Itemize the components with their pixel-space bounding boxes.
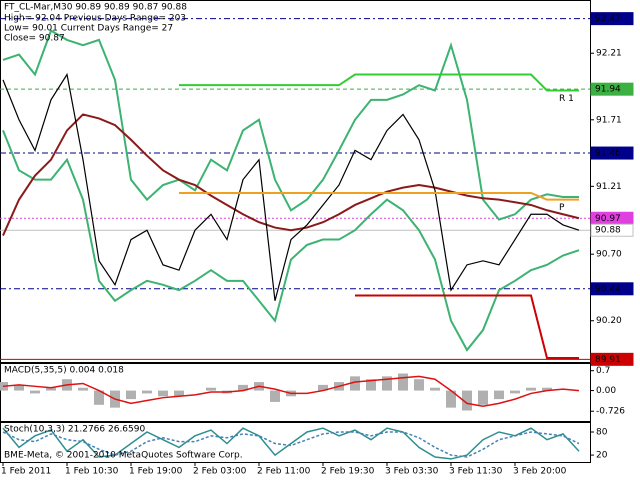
series-line: [2, 72, 580, 301]
x-tick-label: 1 Feb 2011: [1, 467, 51, 477]
histogram-bar: [462, 390, 472, 411]
histogram-bar: [398, 373, 408, 391]
y-tick-label: 90.70: [596, 250, 622, 260]
histogram-bar: [238, 384, 248, 391]
panel-frame: [0, 422, 591, 463]
series-line: [2, 130, 580, 352]
x-tick-label: 2 Feb 11:00: [257, 467, 311, 477]
level-label: 92.47: [595, 14, 621, 24]
annotation: High= 92.04 Previous Days Range= 203: [4, 14, 186, 24]
panel-title: MACD(5,35,5) 0.004 0.018: [4, 366, 124, 376]
histogram-bar: [142, 390, 152, 394]
series-line: [2, 29, 579, 221]
series-line: [2, 375, 580, 407]
histogram-bar: [78, 387, 88, 391]
x-tick-label: 2 Feb 19:30: [321, 467, 375, 477]
series-line: [179, 73, 579, 92]
y-tick-label: 91.71: [596, 115, 622, 125]
histogram-bar: [94, 390, 104, 405]
series-line: [2, 113, 580, 236]
histogram-bar: [382, 376, 392, 391]
histogram-bar: [46, 387, 56, 391]
y-tick-label: -0.726: [596, 407, 625, 417]
series-line: [2, 427, 580, 460]
histogram-bar: [174, 390, 184, 397]
level-label-box: [590, 146, 634, 160]
histogram-bar: [206, 387, 216, 391]
histogram-bar: [478, 390, 488, 405]
histogram-bar: [430, 387, 440, 391]
histogram-bar: [414, 379, 424, 391]
x-tick-label: 3 Feb 11:30: [449, 467, 503, 477]
y-tick-label: 0.7: [596, 366, 610, 376]
panel-title: FT_CL-Mar,M30 90.89 90.89 90.87 90.88: [4, 3, 187, 13]
x-tick-label: 2 Feb 03:00: [193, 467, 247, 477]
histogram-bar: [510, 390, 520, 394]
y-tick-label: 20: [596, 451, 608, 461]
series-line: [355, 294, 579, 360]
level-label-box: [590, 223, 634, 237]
line-label: R 1: [559, 94, 574, 104]
histogram-bar: [30, 390, 40, 394]
panel-title: Stoch(10,3,3) 21.2766 26.6590: [4, 425, 145, 435]
histogram-bar: [526, 387, 536, 391]
annotation: BME-Meta, © 2001-2010 MetaQuotes Softwar…: [4, 451, 243, 461]
level-label-box: [590, 12, 634, 26]
series-line: [179, 191, 579, 201]
annotation: Low= 90.01 Current Days Range= 27: [4, 24, 173, 34]
histogram-bar: [446, 390, 456, 408]
level-label: 91.46: [595, 149, 621, 159]
level-label: 91.94: [595, 85, 621, 95]
histogram-bar: [270, 390, 280, 402]
histogram-bar: [14, 384, 24, 391]
histogram-bar: [542, 387, 552, 391]
line-label: P: [559, 203, 565, 213]
x-tick-label: 3 Feb 20:00: [513, 467, 567, 477]
level-label-box: [590, 282, 634, 296]
y-tick-label: 80: [596, 428, 608, 438]
level-label: 90.97: [595, 214, 621, 224]
x-tick-label: 1 Feb 10:30: [65, 467, 119, 477]
histogram-bar: [494, 390, 504, 400]
histogram-bar: [318, 384, 328, 391]
histogram-bar: [158, 390, 168, 397]
histogram-bar: [126, 390, 136, 400]
level-label-box: [590, 82, 634, 96]
y-tick-label: 90.20: [596, 316, 622, 326]
level-label-box: [590, 352, 634, 366]
x-tick-label: 1 Feb 19:00: [129, 467, 183, 477]
panel-frame: [0, 0, 591, 363]
y-tick-label: 91.21: [596, 182, 622, 192]
panel-frame: [0, 363, 591, 422]
y-tick-label: 92.21: [596, 49, 622, 59]
y-tick-label: 0.00: [596, 386, 616, 396]
annotation: Close= 90.87: [4, 34, 65, 44]
level-label: 90.88: [595, 226, 621, 236]
histogram-bar: [366, 379, 376, 391]
level-label: 89.91: [595, 355, 621, 365]
histogram-bar: [350, 376, 360, 391]
series-line: [2, 431, 580, 458]
x-tick-label: 3 Feb 03:30: [385, 467, 439, 477]
level-label: 90.44: [595, 284, 621, 294]
